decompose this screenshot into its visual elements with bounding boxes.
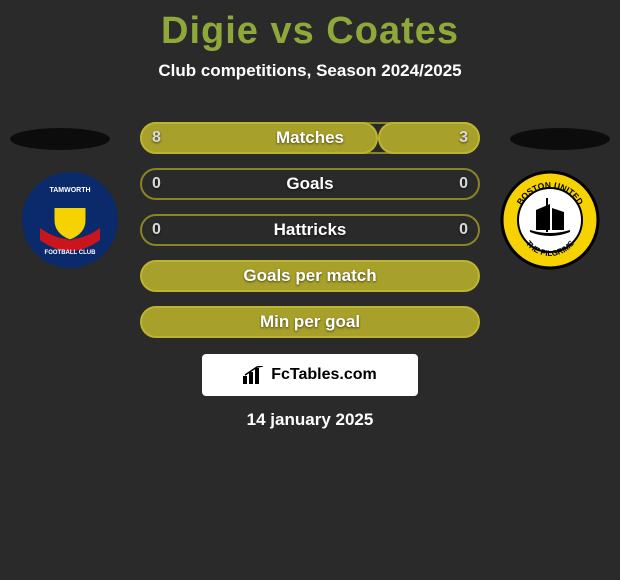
tamworth-crest-icon: TAMWORTH FOOTBALL CLUB [20, 170, 120, 270]
brand-text: FcTables.com [271, 366, 377, 384]
page-title: Digie vs Coates [0, 0, 620, 53]
stat-label: Goals [140, 168, 480, 200]
stat-label: Goals per match [140, 260, 480, 292]
team-badge-right: BOSTON UNITED THE PILGRIMS [500, 170, 600, 270]
stat-row-matches: 8 3 Matches [140, 122, 480, 154]
bar-chart-icon [243, 366, 265, 384]
stat-label: Matches [140, 122, 480, 154]
stat-row-hattricks: 0 0 Hattricks [140, 214, 480, 246]
stat-label: Min per goal [140, 306, 480, 338]
stat-row-goals: 0 0 Goals [140, 168, 480, 200]
badge-shadow-left [10, 128, 110, 150]
boston-crest-icon: BOSTON UNITED THE PILGRIMS [500, 170, 600, 270]
subtitle: Club competitions, Season 2024/2025 [0, 61, 620, 81]
brand-link[interactable]: FcTables.com [202, 354, 418, 396]
svg-text:FOOTBALL CLUB: FOOTBALL CLUB [45, 250, 97, 256]
team-badge-left: TAMWORTH FOOTBALL CLUB [20, 170, 120, 270]
svg-text:TAMWORTH: TAMWORTH [49, 187, 90, 194]
stat-row-min-per-goal: Min per goal [140, 306, 480, 338]
stat-label: Hattricks [140, 214, 480, 246]
comparison-card: Digie vs Coates Club competitions, Seaso… [0, 0, 620, 580]
date-label: 14 january 2025 [0, 410, 620, 430]
stat-bars: 8 3 Matches 0 0 Goals 0 0 Hattricks [140, 122, 480, 352]
stat-row-goals-per-match: Goals per match [140, 260, 480, 292]
badge-shadow-right [510, 128, 610, 150]
